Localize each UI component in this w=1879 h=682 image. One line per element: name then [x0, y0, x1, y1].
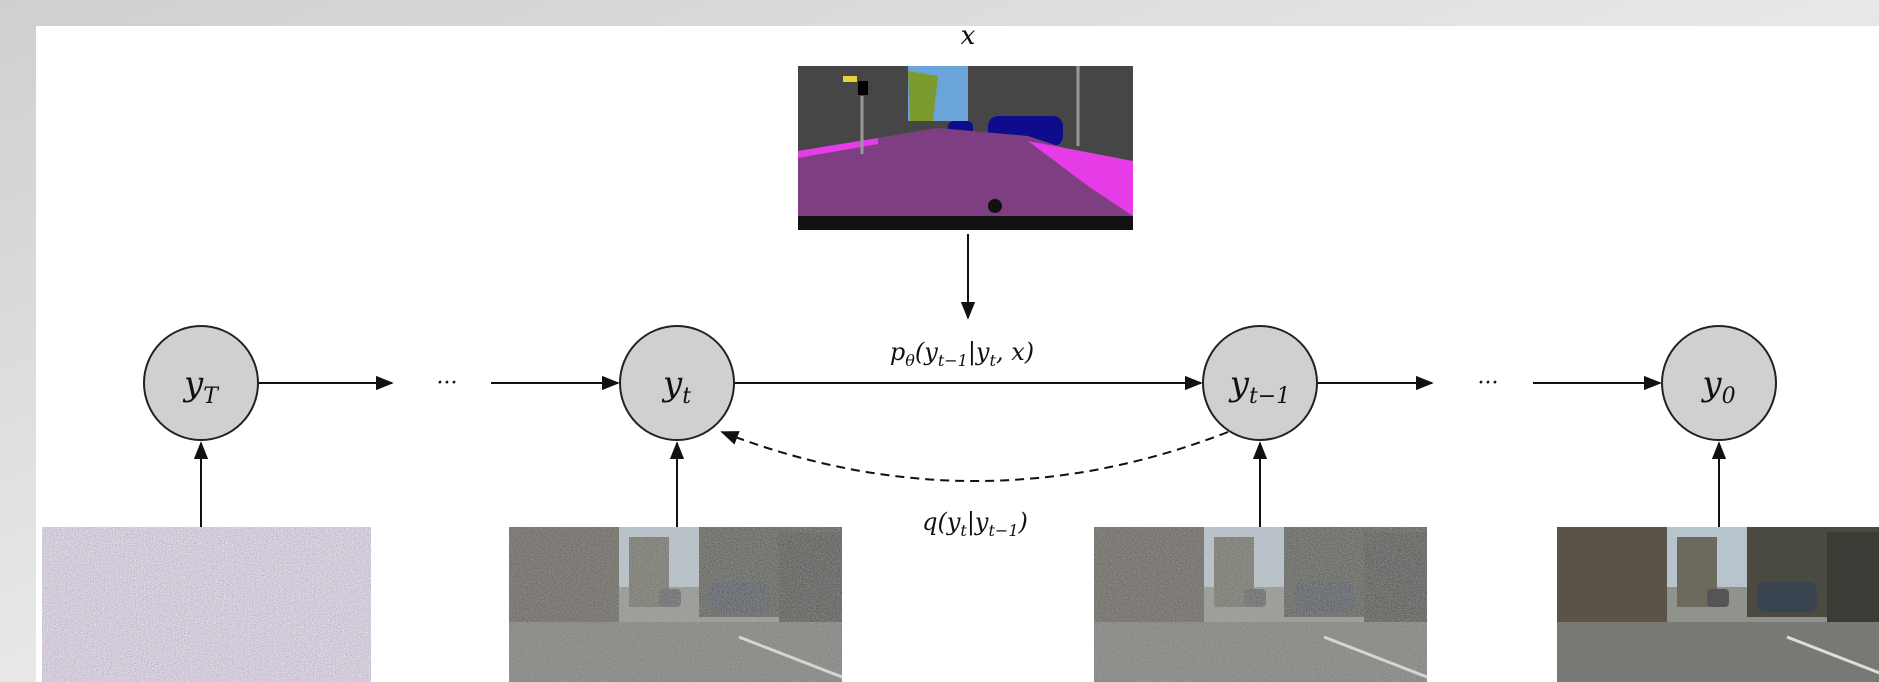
condition-label: x	[961, 21, 976, 51]
node-subscript: T	[203, 384, 220, 409]
clean-image	[1557, 527, 1879, 682]
edge-label-part: |y	[967, 508, 989, 537]
edge-label-part: q(y	[922, 508, 961, 536]
edge-label-subscript: θ	[905, 351, 915, 370]
node-subscript: 0	[1722, 384, 1736, 409]
edge-label-part: |y	[968, 338, 990, 367]
segmentation-image	[798, 66, 1133, 230]
diagram: x ··· ··· yTytyt−1y0pθ(yt−1|yt, x)q(yt|y…	[0, 0, 1879, 682]
ellipsis: ···	[437, 371, 458, 396]
node-base: y	[1700, 364, 1722, 404]
edge-label-part: p	[890, 338, 905, 366]
page: x ··· ··· yTytyt−1y0pθ(yt−1|yt, x)q(yt|y…	[0, 0, 1879, 682]
edge-label-subscript: t−1	[938, 351, 968, 370]
node-base: y	[661, 364, 683, 404]
edge-label-part: )	[1018, 508, 1028, 536]
node-subscript: t−1	[1249, 384, 1290, 409]
node-base: y	[1228, 364, 1250, 404]
node-subscript: t	[682, 384, 691, 409]
node-base: y	[182, 364, 204, 404]
node	[1203, 326, 1317, 440]
noisy-image	[509, 527, 842, 682]
edge-label-part: (y	[915, 338, 938, 366]
noise-image	[42, 527, 371, 682]
noisy-image	[1094, 527, 1427, 682]
ellipsis: ···	[1478, 371, 1499, 396]
edge-label-part: , x)	[996, 338, 1034, 366]
edge-label-subscript: t−1	[989, 521, 1019, 540]
